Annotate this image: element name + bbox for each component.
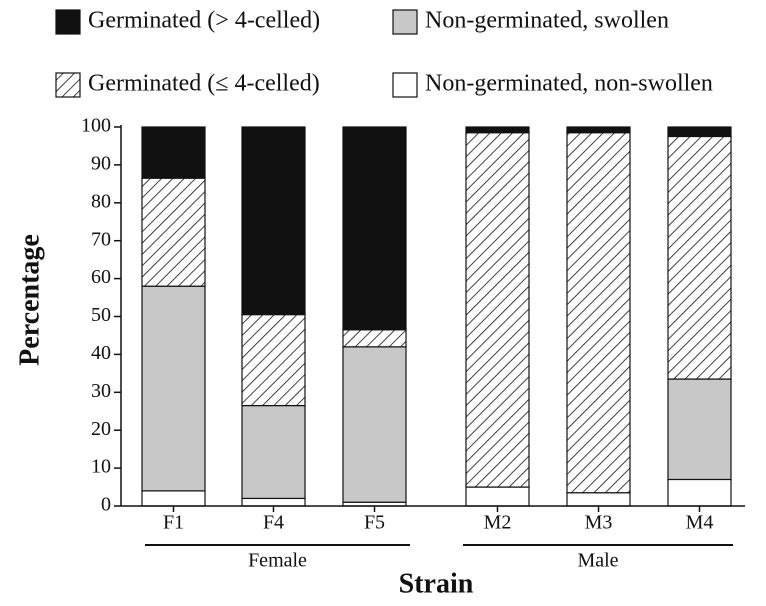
- y-tick-label: 50: [91, 304, 111, 326]
- legend-label: Germinated (≤ 4-celled): [88, 71, 320, 97]
- bar-segment: [141, 126, 206, 179]
- bar-segment: [566, 126, 631, 134]
- y-tick-label: 30: [91, 380, 111, 402]
- x-tick-label: M4: [686, 512, 714, 534]
- bar-segment: [342, 126, 407, 331]
- bar-segment: [465, 132, 530, 488]
- bar-segment: [342, 329, 407, 348]
- bar-segment: [141, 490, 206, 507]
- legend-swatch: [392, 72, 418, 98]
- bar-segment: [241, 126, 306, 316]
- y-tick-label: 20: [91, 418, 111, 440]
- bar-segment: [566, 492, 631, 507]
- y-tick-label: 40: [91, 342, 111, 364]
- x-tick-label: F4: [263, 512, 284, 534]
- y-tick-label: 80: [91, 190, 111, 212]
- y-tick-label: 90: [91, 152, 111, 174]
- bar-segment: [465, 126, 530, 134]
- bar-segment: [667, 135, 732, 380]
- legend-label: Non-germinated, non-swollen: [425, 71, 713, 97]
- legend-swatch: [392, 9, 418, 35]
- y-tick-label: 60: [91, 266, 111, 288]
- y-axis-label: Percentage: [14, 234, 45, 366]
- y-tick-label: 10: [91, 456, 111, 478]
- x-tick-label: M3: [585, 512, 613, 534]
- y-tick-label: 100: [81, 115, 111, 137]
- bar-segment: [667, 478, 732, 507]
- y-tick-label: 0: [101, 494, 111, 516]
- x-tick-label: M2: [484, 512, 512, 534]
- bar-segment: [141, 285, 206, 492]
- group-label: Female: [248, 550, 307, 572]
- bar-segment: [241, 404, 306, 500]
- legend-label: Germinated (> 4-celled): [88, 8, 320, 34]
- bar-segment: [667, 126, 732, 138]
- bar-segment: [465, 486, 530, 507]
- x-tick-label: F1: [163, 512, 184, 534]
- x-axis-label: Strain: [399, 568, 474, 599]
- group-label: Male: [577, 550, 618, 572]
- y-tick-label: 70: [91, 228, 111, 250]
- bar-segment: [241, 314, 306, 407]
- bar-segment: [342, 346, 407, 503]
- bar-segment: [141, 177, 206, 287]
- legend-label: Non-germinated, swollen: [425, 8, 669, 34]
- bar-segment: [566, 132, 631, 494]
- bar-segment: [241, 497, 306, 507]
- legend-swatch: [55, 9, 81, 35]
- bar-segment: [667, 378, 732, 481]
- x-tick-label: F5: [364, 512, 385, 534]
- legend-swatch: [55, 72, 81, 98]
